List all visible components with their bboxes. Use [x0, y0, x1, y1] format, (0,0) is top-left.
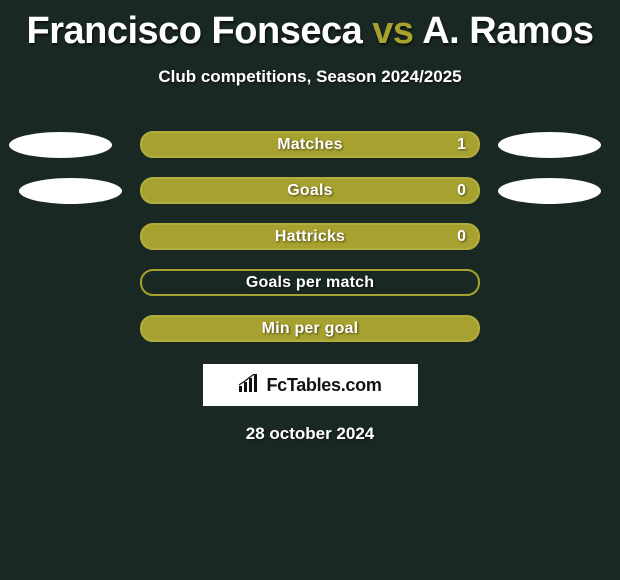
logo-text: FcTables.com	[266, 375, 381, 396]
stat-bar: Matches 1	[140, 131, 480, 158]
ellipse-left	[19, 178, 122, 204]
ellipse-right	[498, 178, 601, 204]
stat-value: 0	[457, 182, 466, 200]
stat-label: Matches	[277, 136, 342, 154]
stat-bar: Min per goal	[140, 315, 480, 342]
stat-label: Goals per match	[246, 274, 374, 292]
player1-name: Francisco Fonseca	[26, 10, 362, 52]
subtitle: Club competitions, Season 2024/2025	[0, 67, 620, 87]
stat-bar: Hattricks 0	[140, 223, 480, 250]
stat-bar: Goals per match	[140, 269, 480, 296]
stat-label: Hattricks	[275, 228, 345, 246]
ellipse-left	[9, 132, 112, 158]
stat-label: Min per goal	[262, 320, 359, 338]
chart-bars-icon	[238, 376, 262, 394]
stat-row-goals: Goals 0	[0, 177, 620, 204]
logo[interactable]: FcTables.com	[203, 364, 418, 406]
stat-row-min-per-goal: Min per goal	[0, 315, 620, 342]
date-text: 28 october 2024	[0, 424, 620, 444]
stat-value: 1	[457, 136, 466, 154]
stats-container: Matches 1 Goals 0 Hattricks 0 Goals per …	[0, 131, 620, 342]
stat-row-hattricks: Hattricks 0	[0, 223, 620, 250]
ellipse-right	[498, 132, 601, 158]
page-title: Francisco Fonseca vs A. Ramos	[0, 0, 620, 53]
stat-label: Goals	[287, 182, 332, 200]
stat-row-matches: Matches 1	[0, 131, 620, 158]
player2-name: A. Ramos	[422, 10, 593, 52]
vs-text: vs	[372, 10, 413, 52]
stat-value: 0	[457, 228, 466, 246]
stat-bar: Goals 0	[140, 177, 480, 204]
stat-row-goals-per-match: Goals per match	[0, 269, 620, 296]
